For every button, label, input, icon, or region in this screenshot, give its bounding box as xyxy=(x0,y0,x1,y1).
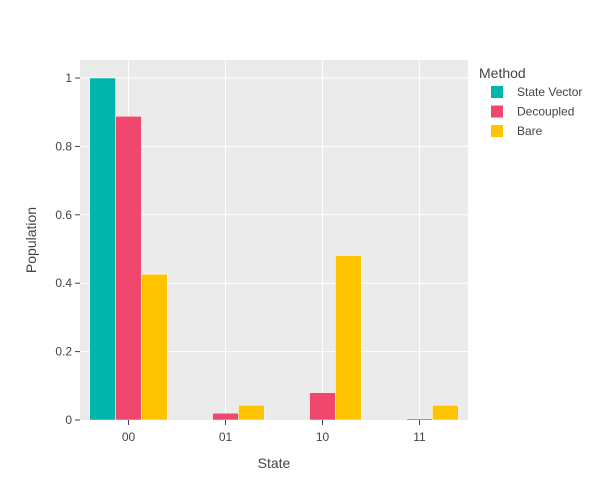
x-tick-label: 10 xyxy=(316,430,330,444)
y-tick-label: 0.2 xyxy=(55,345,72,359)
bar-bare-00[interactable] xyxy=(141,274,168,421)
legend-title: Method xyxy=(479,65,526,81)
bar-bare-01[interactable] xyxy=(238,405,265,421)
legend[interactable]: Method State Vector Decoupled Bare xyxy=(479,65,582,138)
legend-swatch xyxy=(491,125,503,137)
bars xyxy=(89,77,459,421)
legend-label: Decoupled xyxy=(517,105,574,119)
legend-label: State Vector xyxy=(517,85,582,99)
y-tick-label: 0.4 xyxy=(55,276,72,290)
x-tick-label: 01 xyxy=(219,430,233,444)
bar-decoupled-01[interactable] xyxy=(212,412,239,421)
legend-swatch xyxy=(491,86,503,98)
legend-item-decoupled[interactable]: Decoupled xyxy=(491,105,574,119)
bar-bare-11[interactable] xyxy=(432,405,459,421)
bar-decoupled-00[interactable] xyxy=(115,116,142,421)
bar-state-vector-00[interactable] xyxy=(89,77,116,421)
legend-item-bare[interactable]: Bare xyxy=(491,124,543,138)
legend-label: Bare xyxy=(517,124,543,138)
y-tick-label: 0.6 xyxy=(55,208,72,222)
y-axis-title: Population xyxy=(23,207,39,273)
y-tick-label: 0 xyxy=(65,413,72,427)
legend-swatch xyxy=(491,105,503,118)
y-axis-ticks: 0 0.2 0.4 0.6 0.8 1 xyxy=(55,71,80,427)
bar-decoupled-10[interactable] xyxy=(309,392,336,421)
legend-item-state-vector[interactable]: State Vector xyxy=(491,85,582,99)
y-tick-label: 0.8 xyxy=(55,139,72,153)
x-tick-label: 00 xyxy=(122,430,136,444)
x-axis-title: State xyxy=(258,455,291,471)
x-axis-ticks: 00 01 10 11 xyxy=(122,420,426,444)
bar-bare-10[interactable] xyxy=(335,255,362,421)
bar-decoupled-11[interactable] xyxy=(406,418,433,421)
y-tick-label: 1 xyxy=(65,71,72,85)
x-tick-label: 11 xyxy=(413,430,426,444)
